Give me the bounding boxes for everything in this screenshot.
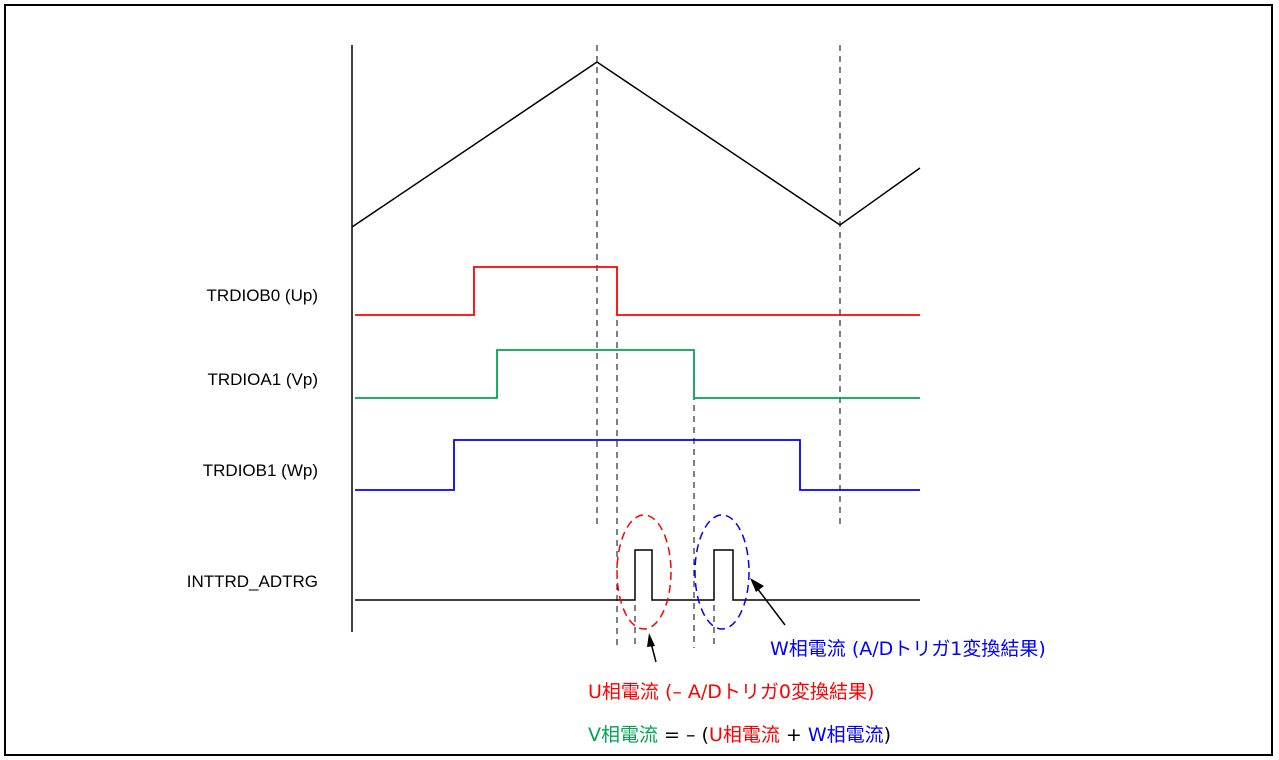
vp-waveform xyxy=(355,349,920,399)
diagram-frame xyxy=(4,4,1273,756)
w-arrow xyxy=(756,587,786,626)
adtrg-signal-label: INTTRD_ADTRG xyxy=(187,572,318,591)
w-arrow-head xyxy=(750,578,764,592)
w-current-term: W相電流 xyxy=(808,724,884,746)
w-sample-ellipse xyxy=(694,514,750,630)
adtrg-waveform xyxy=(355,549,920,601)
carrier-wave xyxy=(351,61,921,228)
w-current-note: W相電流 (A/Dトリガ1変換結果) xyxy=(770,638,1046,660)
plus-term: + xyxy=(780,724,808,746)
u-current-note: U相電流 (– A/Dトリガ0変換結果) xyxy=(588,681,874,703)
v-current-equation: V相電流 = – (U相電流 + W相電流) xyxy=(588,724,891,746)
up-waveform xyxy=(355,266,920,316)
up-signal-label: TRDIOB0 (Up) xyxy=(207,286,318,305)
vp-signal-label: TRDIOA1 (Vp) xyxy=(207,370,318,389)
u-sample-ellipse xyxy=(616,514,672,630)
wp-signal-label: TRDIOB1 (Wp) xyxy=(203,461,318,480)
u-arrow-head xyxy=(647,633,655,647)
u-current-term: U相電流 xyxy=(709,724,780,746)
v-current-term: V相電流 xyxy=(588,724,658,746)
close-term: ) xyxy=(884,724,891,746)
wp-waveform xyxy=(355,439,920,491)
equals-term: = – ( xyxy=(658,724,709,746)
